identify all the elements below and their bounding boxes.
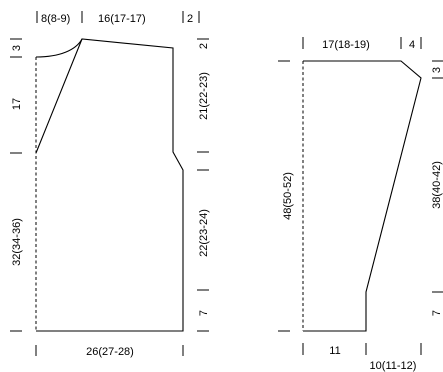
lower-length-label: 32(34-36): [11, 218, 23, 266]
side-lower-length-label: 22(23-24): [198, 209, 210, 257]
sleeve-top-width-label: 17(18-19): [322, 39, 370, 51]
bottom-width-label: 26(27-28): [86, 346, 134, 358]
shoulder-width-label: 8(8-9): [41, 13, 70, 25]
left-piece: 8(8-9) 16(17-17) 2 3 17 32(34-36) 2 21(2…: [10, 11, 210, 358]
left-piece-neck-curve: [35, 38, 83, 58]
sleeve-rib-label: 7: [431, 310, 443, 316]
top-drop-label: 2: [198, 43, 210, 49]
sleeve-top-drop-label: 3: [431, 67, 443, 73]
neck-depth-label: 3: [11, 45, 23, 51]
sleeve-side-length-label: 38(40-42): [431, 161, 443, 209]
sleeve-bottom-total-label: 10(11-12): [370, 360, 417, 372]
right-piece-outline: [303, 60, 422, 332]
upper-length-label: 21(22-23): [198, 72, 210, 120]
sleeve-length-label: 48(50-52): [282, 172, 294, 220]
left-piece-outline: [35, 38, 184, 332]
sleeve-top-extra-label: 4: [409, 39, 415, 51]
rib-length-label: 7: [198, 310, 210, 316]
neck-width-label: 16(17-17): [98, 13, 146, 25]
sleeve-bottom-width-label: 11: [329, 345, 340, 357]
right-piece: 17(18-19) 4 48(50-52) 3 38(40-42) 7 11 1…: [278, 37, 443, 372]
armhole-depth-label: 17: [11, 98, 23, 110]
side-edge-width-label: 2: [187, 13, 193, 25]
